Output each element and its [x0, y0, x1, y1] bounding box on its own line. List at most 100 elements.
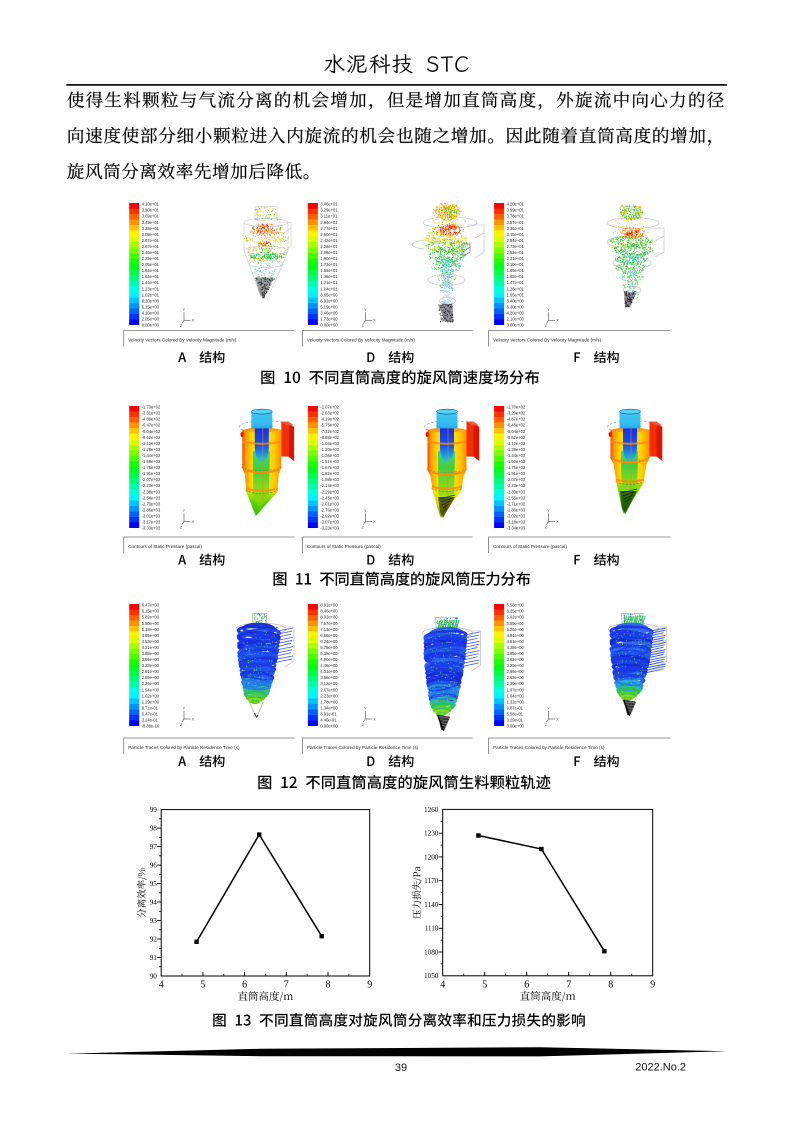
svg-text:5: 5	[482, 979, 487, 990]
svg-text:-2.54e+03: -2.54e+03	[142, 495, 161, 500]
svg-text:2.26e+00: 2.26e+00	[142, 681, 160, 686]
svg-text:1.04e+01: 1.04e+01	[320, 286, 338, 291]
svg-text:4: 4	[440, 979, 445, 990]
svg-text:2.05e+00: 2.05e+00	[142, 317, 160, 322]
svg-text:5.26e+00: 5.26e+00	[507, 627, 525, 632]
svg-text:8: 8	[326, 980, 331, 991]
svg-text:90: 90	[150, 972, 158, 980]
svg-text:Velocity Vectors Colored By Ve: Velocity Vectors Colored By Velocity Mag…	[493, 338, 601, 343]
svg-text:6.68e+00: 6.68e+00	[320, 633, 338, 638]
svg-text:1200: 1200	[424, 853, 439, 861]
svg-text:-2.86e+03: -2.86e+03	[507, 507, 526, 512]
svg-text:-3.31e+02: -3.31e+02	[142, 411, 161, 416]
svg-text:-8.88e-16: -8.88e-16	[142, 724, 160, 729]
svg-text:2.73e+01: 2.73e+01	[507, 244, 525, 249]
svg-text:92: 92	[150, 935, 158, 943]
svg-text:-3.17e+03: -3.17e+03	[142, 520, 161, 525]
svg-text:5.82e+00: 5.82e+00	[142, 615, 160, 620]
svg-text:91: 91	[150, 954, 158, 962]
svg-text:8.02e+00: 8.02e+00	[320, 615, 338, 620]
svg-text:-1.44e+03: -1.44e+03	[507, 453, 526, 458]
svg-text:1230: 1230	[424, 830, 439, 838]
svg-text:1.21e+01: 1.21e+01	[320, 280, 338, 285]
svg-text:3.46e+01: 3.46e+01	[320, 202, 338, 207]
svg-text:Y: Y	[364, 509, 367, 513]
svg-text:1.29e+00: 1.29e+00	[142, 699, 160, 704]
svg-text:8.40e+00: 8.40e+00	[507, 298, 525, 303]
svg-text:Contours of Static Pressure (p: Contours of Static Pressure (pascal)	[493, 544, 567, 549]
svg-text:X: X	[192, 319, 195, 323]
svg-text:2.91e+00: 2.91e+00	[142, 669, 160, 674]
svg-text:0.00e+00: 0.00e+00	[507, 323, 525, 328]
svg-text:8.65e+00: 8.65e+00	[320, 292, 338, 297]
svg-text:5.59e+00: 5.59e+00	[507, 621, 525, 626]
svg-text:6.30e+00: 6.30e+00	[507, 304, 525, 309]
svg-text:-1.75e+03: -1.75e+03	[507, 465, 526, 470]
svg-text:Y: Y	[364, 707, 367, 711]
svg-text:6.15e+00: 6.15e+00	[142, 304, 160, 309]
svg-text:Contours of Static Pressure (p: Contours of Static Pressure (pascal)	[128, 544, 202, 549]
svg-text:-6.47e+02: -6.47e+02	[142, 423, 161, 428]
svg-text:-3.33e+03: -3.33e+03	[142, 526, 161, 531]
svg-text:2.30e+00: 2.30e+00	[507, 681, 525, 686]
svg-text:-1.59e+03: -1.59e+03	[142, 459, 161, 464]
svg-text:-9.62e+02: -9.62e+02	[507, 435, 526, 440]
svg-text:3.88e+00: 3.88e+00	[142, 651, 160, 656]
svg-text:2.10e+00: 2.10e+00	[507, 317, 525, 322]
svg-text:Z: Z	[545, 525, 548, 529]
svg-text:3.28e+01: 3.28e+01	[142, 226, 160, 231]
svg-text:X: X	[373, 520, 376, 524]
svg-text:1.56e+01: 1.56e+01	[320, 268, 338, 273]
svg-text:-2.70e+03: -2.70e+03	[142, 501, 161, 506]
svg-text:-3.34e+03: -3.34e+03	[507, 526, 526, 531]
svg-text:97: 97	[150, 843, 158, 851]
svg-text:3.95e+00: 3.95e+00	[507, 651, 525, 656]
svg-text:0.00e+00: 0.00e+00	[320, 724, 338, 729]
svg-text:4.01e+00: 4.01e+00	[320, 669, 338, 674]
svg-text:-1.28e+03: -1.28e+03	[142, 447, 161, 452]
svg-text:6.47e+00: 6.47e+00	[142, 603, 160, 608]
svg-text:1.23e+01: 1.23e+01	[142, 286, 160, 291]
svg-text:Y: Y	[183, 509, 186, 513]
svg-text:1.73e+00: 1.73e+00	[320, 317, 338, 322]
svg-text:98: 98	[150, 825, 158, 833]
svg-text:-2.07e+03: -2.07e+03	[507, 477, 526, 482]
svg-text:Y: Y	[547, 707, 550, 711]
svg-text:-2.23e+03: -2.23e+03	[507, 483, 526, 488]
svg-text:1.84e+01: 1.84e+01	[142, 268, 160, 273]
svg-text:4.61e+00: 4.61e+00	[507, 639, 525, 644]
svg-text:-1.04e+03: -1.04e+03	[320, 441, 339, 446]
svg-text:-2.55e+03: -2.55e+03	[507, 495, 526, 500]
svg-text:3.69e+01: 3.69e+01	[142, 214, 160, 219]
svg-text:Z: Z	[362, 525, 365, 529]
svg-text:2.60e+01: 2.60e+01	[320, 232, 338, 237]
svg-text:1.89e+01: 1.89e+01	[507, 268, 525, 273]
svg-text:-1.73e+02: -1.73e+02	[142, 405, 161, 410]
svg-text:-1.12e+03: -1.12e+03	[507, 441, 526, 446]
svg-text:9.87e-01: 9.87e-01	[507, 706, 524, 711]
svg-text:6.24e+00: 6.24e+00	[320, 639, 338, 644]
svg-text:2.96e+00: 2.96e+00	[507, 669, 525, 674]
svg-text:6.15e+00: 6.15e+00	[142, 609, 160, 614]
svg-text:9: 9	[367, 980, 372, 991]
svg-text:1.26e+01: 1.26e+01	[507, 286, 525, 291]
svg-text:2.31e+01: 2.31e+01	[507, 256, 525, 261]
svg-text:1.34e+00: 1.34e+00	[320, 706, 338, 711]
svg-text:1.94e+00: 1.94e+00	[142, 687, 160, 692]
svg-text:5: 5	[200, 980, 205, 991]
svg-text:3.11e+01: 3.11e+01	[320, 214, 338, 219]
svg-text:6: 6	[242, 980, 247, 991]
svg-text:96: 96	[150, 862, 158, 870]
svg-text:1.44e+01: 1.44e+01	[142, 280, 160, 285]
svg-text:99: 99	[150, 806, 158, 814]
svg-text:3.24e-01: 3.24e-01	[142, 718, 159, 723]
svg-text:-2.29e+03: -2.29e+03	[320, 489, 339, 494]
svg-text:8.46e+00: 8.46e+00	[320, 609, 338, 614]
svg-text:3.12e+00: 3.12e+00	[320, 681, 338, 686]
svg-text:5.19e+00: 5.19e+00	[320, 304, 338, 309]
svg-text:-2.61e+03: -2.61e+03	[320, 501, 339, 506]
svg-text:-1.91e+03: -1.91e+03	[507, 471, 526, 476]
svg-text:4.90e+00: 4.90e+00	[320, 657, 338, 662]
svg-text:7: 7	[284, 980, 289, 991]
svg-text:3.36e+01: 3.36e+01	[507, 226, 525, 231]
